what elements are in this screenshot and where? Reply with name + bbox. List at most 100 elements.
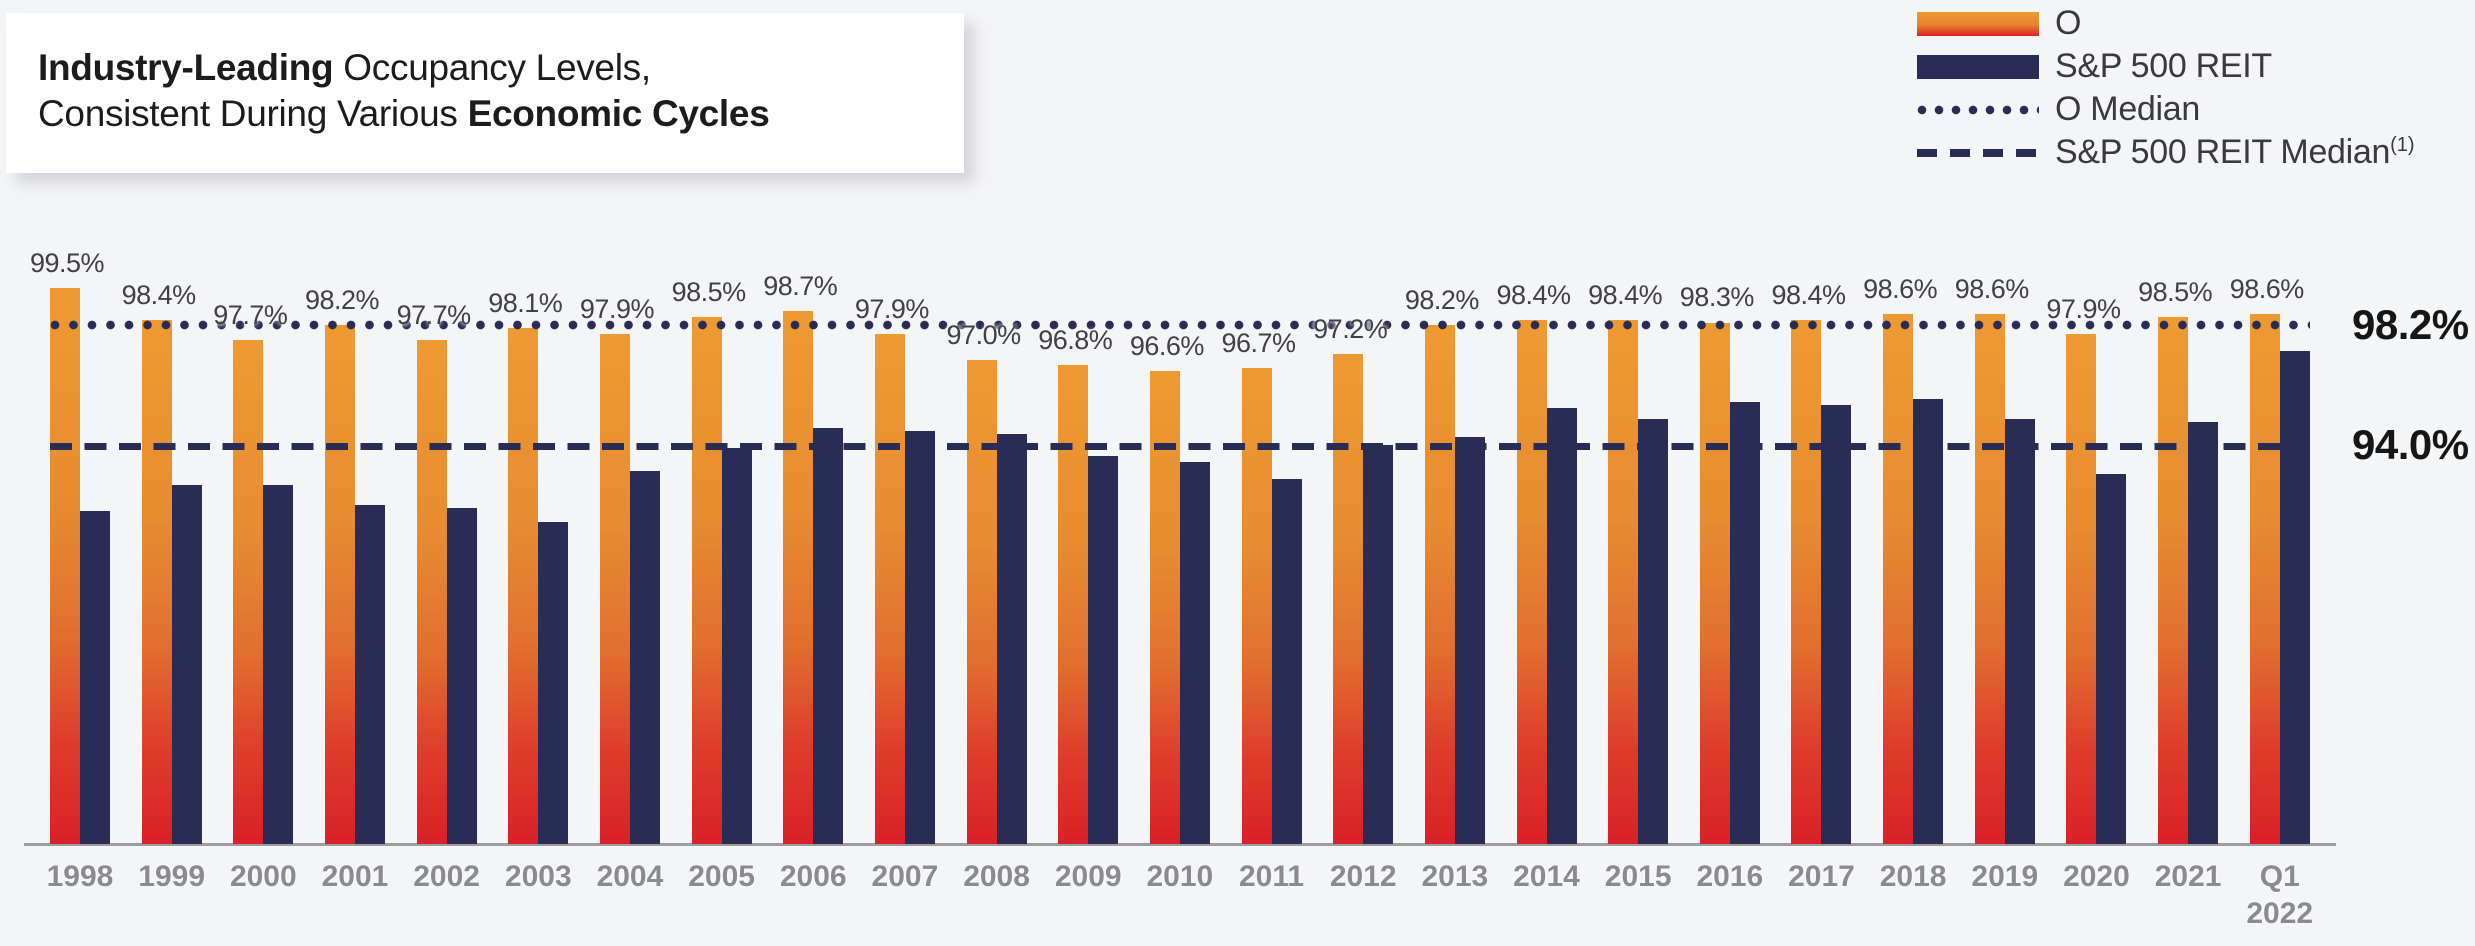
bar-value-label: 98.7%	[763, 271, 838, 302]
bar-value-label: 96.7%	[1221, 328, 1297, 359]
o-bar	[1058, 365, 1089, 844]
x-axis-label-text: 2009	[1054, 860, 1122, 893]
bar-value-label: 98.6%	[1954, 273, 2030, 304]
sp500-reit-bar	[629, 470, 660, 844]
o-bar	[1333, 353, 1364, 844]
footnote-marker: (1)	[2390, 134, 2415, 156]
bar-value-label: 96.6%	[1129, 330, 1205, 361]
o-bar	[691, 316, 722, 844]
x-axis-label-text: 1998	[46, 860, 114, 893]
page-title: Industry-Leading Occupancy Levels, Consi…	[38, 45, 944, 137]
x-axis-label-2004: 2004	[597, 858, 664, 932]
sp500-reit-bar	[80, 510, 110, 844]
title-bold-2: Economic Cycles	[467, 93, 770, 134]
bar-value-label: 98.1%	[488, 288, 563, 319]
x-axis-label-text: 2002	[413, 860, 480, 893]
bar-value-label: 96.8%	[1038, 325, 1113, 356]
x-axis-label-text: 2008	[963, 860, 1030, 893]
o-bar	[1516, 319, 1547, 844]
o-bar	[783, 311, 814, 844]
bar-group-2001: 98.2%	[305, 274, 385, 844]
x-axis-label-2003: 2003	[505, 858, 572, 932]
o-bar	[1883, 313, 1914, 844]
x-axis-label-text: 2013	[1421, 860, 1489, 893]
sp500-reit-bar	[2188, 422, 2219, 844]
o-bar	[141, 319, 172, 844]
sp500-reit-bar	[1729, 402, 1760, 844]
legend-label-o: O	[2055, 4, 2082, 42]
bar-group-2007: 97.9%	[855, 274, 935, 844]
legend-item-sp500-reit: S&P 500 REIT	[1917, 45, 2415, 88]
sp500-reit-bar	[538, 522, 569, 844]
x-axis-label-2019: 2019	[1971, 858, 2038, 932]
x-axis-label-text: 2014	[1513, 860, 1580, 893]
bar-group-2020: 97.9%	[2046, 274, 2127, 844]
legend-label-o-median: O Median	[2055, 90, 2201, 128]
bar-group-1998: 99.5%	[30, 248, 110, 844]
x-axis-label-2014: 2014	[1513, 858, 1580, 932]
sp500-reit-bar	[446, 507, 477, 844]
x-axis-label-1998: 1998	[47, 858, 114, 932]
x-axis-label-text: 2021	[2154, 860, 2222, 893]
dashed-line-swatch-icon	[1917, 148, 2039, 157]
bar-group-q1-2022: 98.6%	[2230, 274, 2310, 844]
bar-value-label: 98.6%	[2229, 273, 2305, 304]
bar-value-label: 98.4%	[1496, 279, 1571, 310]
x-axis-label-2008: 2008	[963, 858, 1030, 932]
x-axis-label-text: 2000	[229, 860, 297, 893]
x-axis-label-text: 2004	[596, 860, 664, 893]
o-median-line	[50, 320, 2310, 331]
sp500-reit-median-value-label: 94.0%	[2352, 421, 2469, 468]
bar-value-label: 98.3%	[1679, 282, 1755, 313]
bar-group-2019: 98.6%	[1955, 274, 2035, 844]
o-bar	[599, 333, 630, 844]
bar-group-2006: 98.7%	[763, 271, 844, 844]
bar-group-2016: 98.3%	[1680, 274, 1760, 844]
o-bar	[2158, 316, 2189, 844]
sp500-reit-bar	[1546, 408, 1577, 844]
x-axis-label-2021: 2021	[2155, 858, 2222, 932]
x-axis-label-text: 2003	[504, 860, 572, 893]
bar-value-label: 97.0%	[946, 319, 1022, 350]
bar-value-label: 98.4%	[121, 279, 197, 310]
bar-group-2002: 97.7%	[397, 274, 477, 844]
title-card: Industry-Leading Occupancy Levels, Consi…	[6, 13, 964, 173]
o-median-value-label: 98.2%	[2352, 301, 2469, 349]
title-bold-1: Industry-Leading	[38, 47, 334, 88]
bar-group-2021: 98.5%	[2138, 274, 2219, 844]
bar-value-label: 97.9%	[2046, 293, 2121, 324]
legend: O S&P 500 REIT O Median S&P 500 REIT Med…	[1917, 2, 2415, 174]
x-axis-label-2011: 2011	[1238, 858, 1305, 932]
x-axis-label-text: 2007	[871, 860, 939, 893]
o-bar	[1241, 368, 1272, 844]
sp500-reit-bar	[996, 433, 1027, 844]
sp500-reit-bar	[1088, 456, 1119, 844]
o-bar	[966, 359, 997, 844]
x-axis-label-2018: 2018	[1880, 858, 1947, 932]
legend-label-sp500-reit-median: S&P 500 REIT Median(1)	[2055, 133, 2415, 172]
sp500-reit-bar	[263, 484, 294, 844]
legend-item-o-median: O Median	[1917, 88, 2415, 131]
x-axis-label-2010: 2010	[1147, 858, 1214, 932]
bar-group-2013: 98.2%	[1405, 274, 1485, 844]
x-axis-label-text: 2012	[1329, 860, 1397, 893]
legend-label-sp500-reit: S&P 500 REIT	[2055, 47, 2272, 85]
bar-group-2000: 97.7%	[213, 274, 294, 844]
sp500-reit-bar	[1271, 479, 1302, 844]
legend-label-sp500-reit-median-text: S&P 500 REIT Median	[2055, 133, 2391, 171]
x-axis-label-2000: 2000	[230, 858, 297, 932]
title-regular-2: Consistent During Various	[38, 93, 468, 134]
x-axis-line	[24, 843, 2336, 846]
o-bar	[508, 328, 539, 844]
bar-group-2017: 98.4%	[1771, 274, 1852, 844]
bar-value-label: 99.5%	[29, 248, 105, 279]
sp500-reit-bar	[1638, 419, 1669, 844]
bar-group-2011: 96.7%	[1222, 274, 1302, 844]
bar-group-2005: 98.5%	[672, 274, 752, 844]
title-regular-1: Occupancy Levels,	[333, 47, 651, 88]
x-axis-label-text: 2011	[1238, 860, 1305, 893]
bar-value-label: 98.4%	[1588, 279, 1663, 310]
o-bar	[874, 333, 905, 844]
bar-group-2014: 98.4%	[1496, 274, 1577, 844]
